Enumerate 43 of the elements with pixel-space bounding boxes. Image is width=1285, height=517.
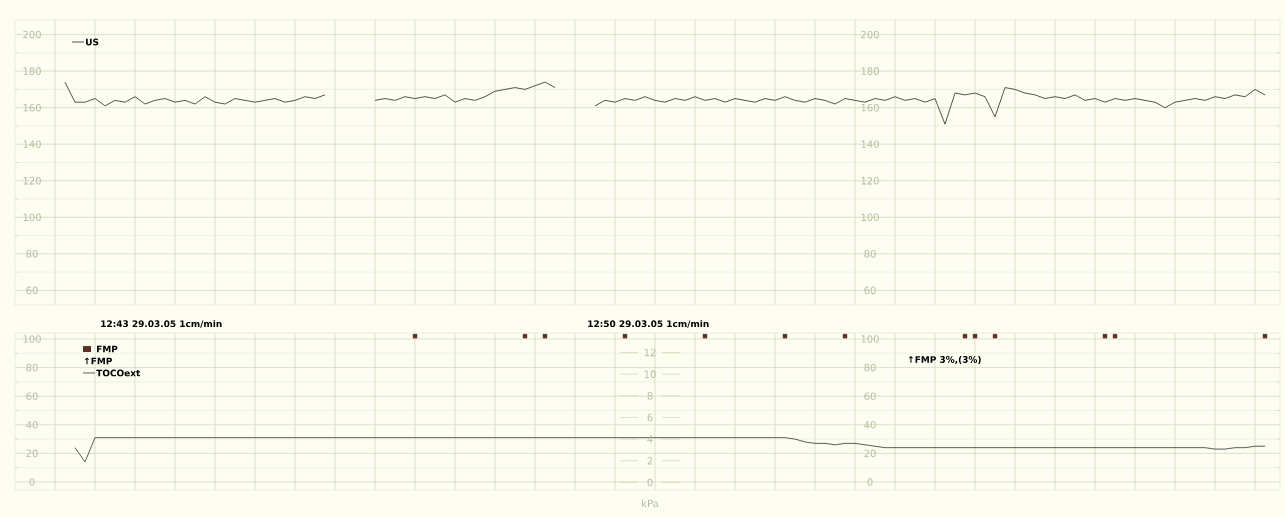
y3-tick-label: 8 xyxy=(647,392,653,400)
y-tick-label: 80 xyxy=(26,363,38,372)
legend-label: FMP xyxy=(97,345,118,353)
y2-tick-label: 100 xyxy=(861,213,879,222)
legend-label: US xyxy=(86,38,99,46)
y2-tick-label: 40 xyxy=(864,421,876,429)
y3-axis-title: kPa xyxy=(642,499,658,508)
annotation: ↑FMP xyxy=(84,357,112,365)
y3-tick-label: 2 xyxy=(647,457,653,465)
y-tick-label: 180 xyxy=(23,67,41,75)
y-tick-label: 60 xyxy=(26,286,38,295)
y2-tick-label: 140 xyxy=(861,140,879,148)
y3-tick-label: 12 xyxy=(644,348,656,357)
legend-label: TOCOext xyxy=(96,369,141,377)
y2-tick-label: 80 xyxy=(864,363,876,372)
text: 12:50 29.03.05 1cm/min xyxy=(588,320,709,328)
y-tick-label: 140 xyxy=(23,140,41,148)
y2-tick-label: 180 xyxy=(861,67,879,75)
y2-tick-label: 100 xyxy=(861,335,879,343)
y-tick-label: 20 xyxy=(26,449,38,458)
y-tick-label: 200 xyxy=(23,30,41,39)
y2-tick-label: 20 xyxy=(864,449,876,458)
y2-tick-label: 160 xyxy=(861,103,879,112)
y-tick-label: 80 xyxy=(26,250,38,258)
y-tick-label: 0 xyxy=(29,478,35,486)
y3-tick-label: 6 xyxy=(647,413,653,422)
y-tick-label: 100 xyxy=(23,213,41,222)
y2-tick-label: 80 xyxy=(864,250,876,258)
y-tick-label: 160 xyxy=(23,103,41,112)
y-tick-label: 100 xyxy=(23,335,41,343)
text: 12:43 29.03.05 1cm/min xyxy=(101,320,222,328)
y2-tick-label: 200 xyxy=(861,30,879,39)
y2-tick-label: 0 xyxy=(867,478,873,486)
y2-tick-label: 60 xyxy=(864,286,876,295)
y-tick-label: 60 xyxy=(26,392,38,400)
y-tick-label: 120 xyxy=(23,176,41,185)
y-tick-label: 40 xyxy=(26,421,38,429)
line-series xyxy=(374,81,556,103)
y2-tick-label: 120 xyxy=(861,176,879,185)
y3-tick-label: 0 xyxy=(647,478,653,487)
annotation: ↑FMP 3%,(3%) xyxy=(908,355,981,365)
y3-tick-label: 10 xyxy=(644,370,656,378)
y2-tick-label: 60 xyxy=(864,392,876,400)
